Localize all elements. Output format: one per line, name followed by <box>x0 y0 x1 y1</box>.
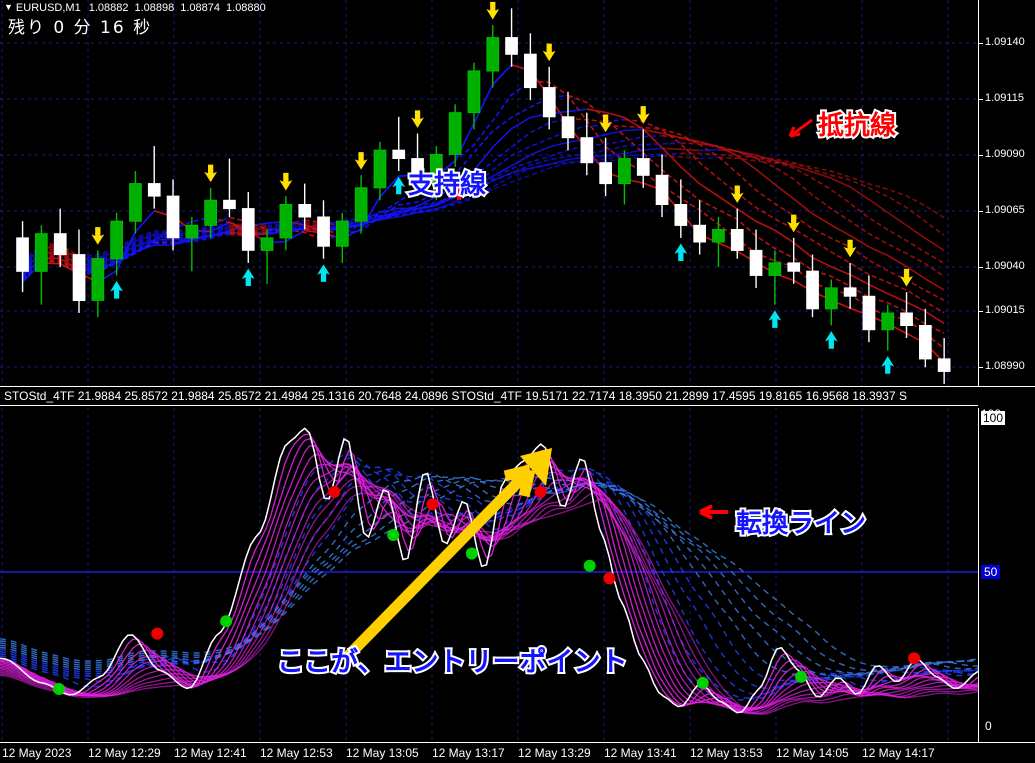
ohlc-low: 1.08874 <box>180 2 221 14</box>
price-scale-label: 1.08990 <box>985 360 1025 372</box>
triangle-down-icon[interactable]: ▼ <box>4 2 13 12</box>
time-axis: 12 May 2023 12 May 12:29 12 May 12:41 12 Ma… <box>0 742 1035 763</box>
indicator-values-text: STOStd_4TF 21.9884 25.8572 21.9884 25.85… <box>4 389 907 403</box>
ohlc-high: 1.08898 <box>134 2 175 14</box>
price-scale-tick <box>979 99 983 100</box>
oscillator-pane[interactable] <box>0 408 978 742</box>
price-scale-label: 1.09015 <box>985 304 1025 316</box>
price-scale-tick <box>979 155 983 156</box>
bar-countdown-label: 残り 0 分 16 秒 <box>8 18 153 38</box>
price-scale-tick <box>979 367 983 368</box>
price-scale[interactable]: 1.09140 1.09115 1.09090 1.09065 1.09040 1.090… <box>978 0 1035 386</box>
price-scale-label: 1.09115 <box>985 92 1024 104</box>
oscillator-top-border <box>0 405 978 406</box>
time-axis-label: 12 May 13:41 <box>604 746 677 760</box>
entry-point-annotation: ここが、エントリーポイント <box>275 645 629 680</box>
oscillator-scale-0: 0 <box>985 719 992 733</box>
symbol-label: EURUSD,M1 <box>15 2 81 14</box>
price-scale-tick <box>979 211 983 212</box>
price-chart-canvas <box>0 0 978 386</box>
ohlc-close: 1.08880 <box>226 2 266 14</box>
ohlc-open: 1.08882 <box>88 2 129 14</box>
time-axis-label: 12 May 2023 <box>2 746 72 760</box>
oscillator-canvas <box>0 408 978 742</box>
symbol-info-row: ▼ EURUSD,M1 1.08882 1.08898 1.08874 1.08880 <box>4 1 272 15</box>
oscillator-scale[interactable]: 108 100 50 0 <box>978 407 1035 742</box>
indicator-label-bar <box>0 387 1035 405</box>
time-axis-label: 12 May 12:41 <box>174 746 247 760</box>
reversal-line-annotation: 転換ライン <box>734 507 868 541</box>
time-axis-label: 12 May 14:17 <box>862 746 935 760</box>
price-scale-label: 1.09065 <box>985 204 1025 216</box>
time-axis-label: 12 May 13:17 <box>432 746 505 760</box>
price-scale-label: 1.09040 <box>985 260 1025 272</box>
resistance-annotation: 抵抗線 <box>816 109 898 143</box>
price-scale-tick <box>979 267 983 268</box>
price-scale-tick <box>979 43 983 44</box>
time-axis-label: 12 May 13:29 <box>518 746 591 760</box>
time-axis-label: 12 May 13:05 <box>346 746 419 760</box>
time-axis-label: 12 May 13:53 <box>690 746 763 760</box>
price-scale-tick <box>979 311 983 312</box>
oscillator-scale-50: 50 <box>981 565 1001 579</box>
price-scale-label: 1.09140 <box>985 36 1025 48</box>
price-chart-pane[interactable] <box>0 0 978 386</box>
support-annotation: 支持線 <box>406 168 488 202</box>
time-axis-label: 12 May 12:53 <box>260 746 333 760</box>
time-axis-label: 12 May 14:05 <box>776 746 849 760</box>
pane-separator <box>0 386 1035 387</box>
oscillator-scale-100: 100 <box>981 411 1006 425</box>
price-scale-label: 1.09090 <box>985 148 1025 160</box>
time-axis-label: 12 May 12:29 <box>88 746 161 760</box>
